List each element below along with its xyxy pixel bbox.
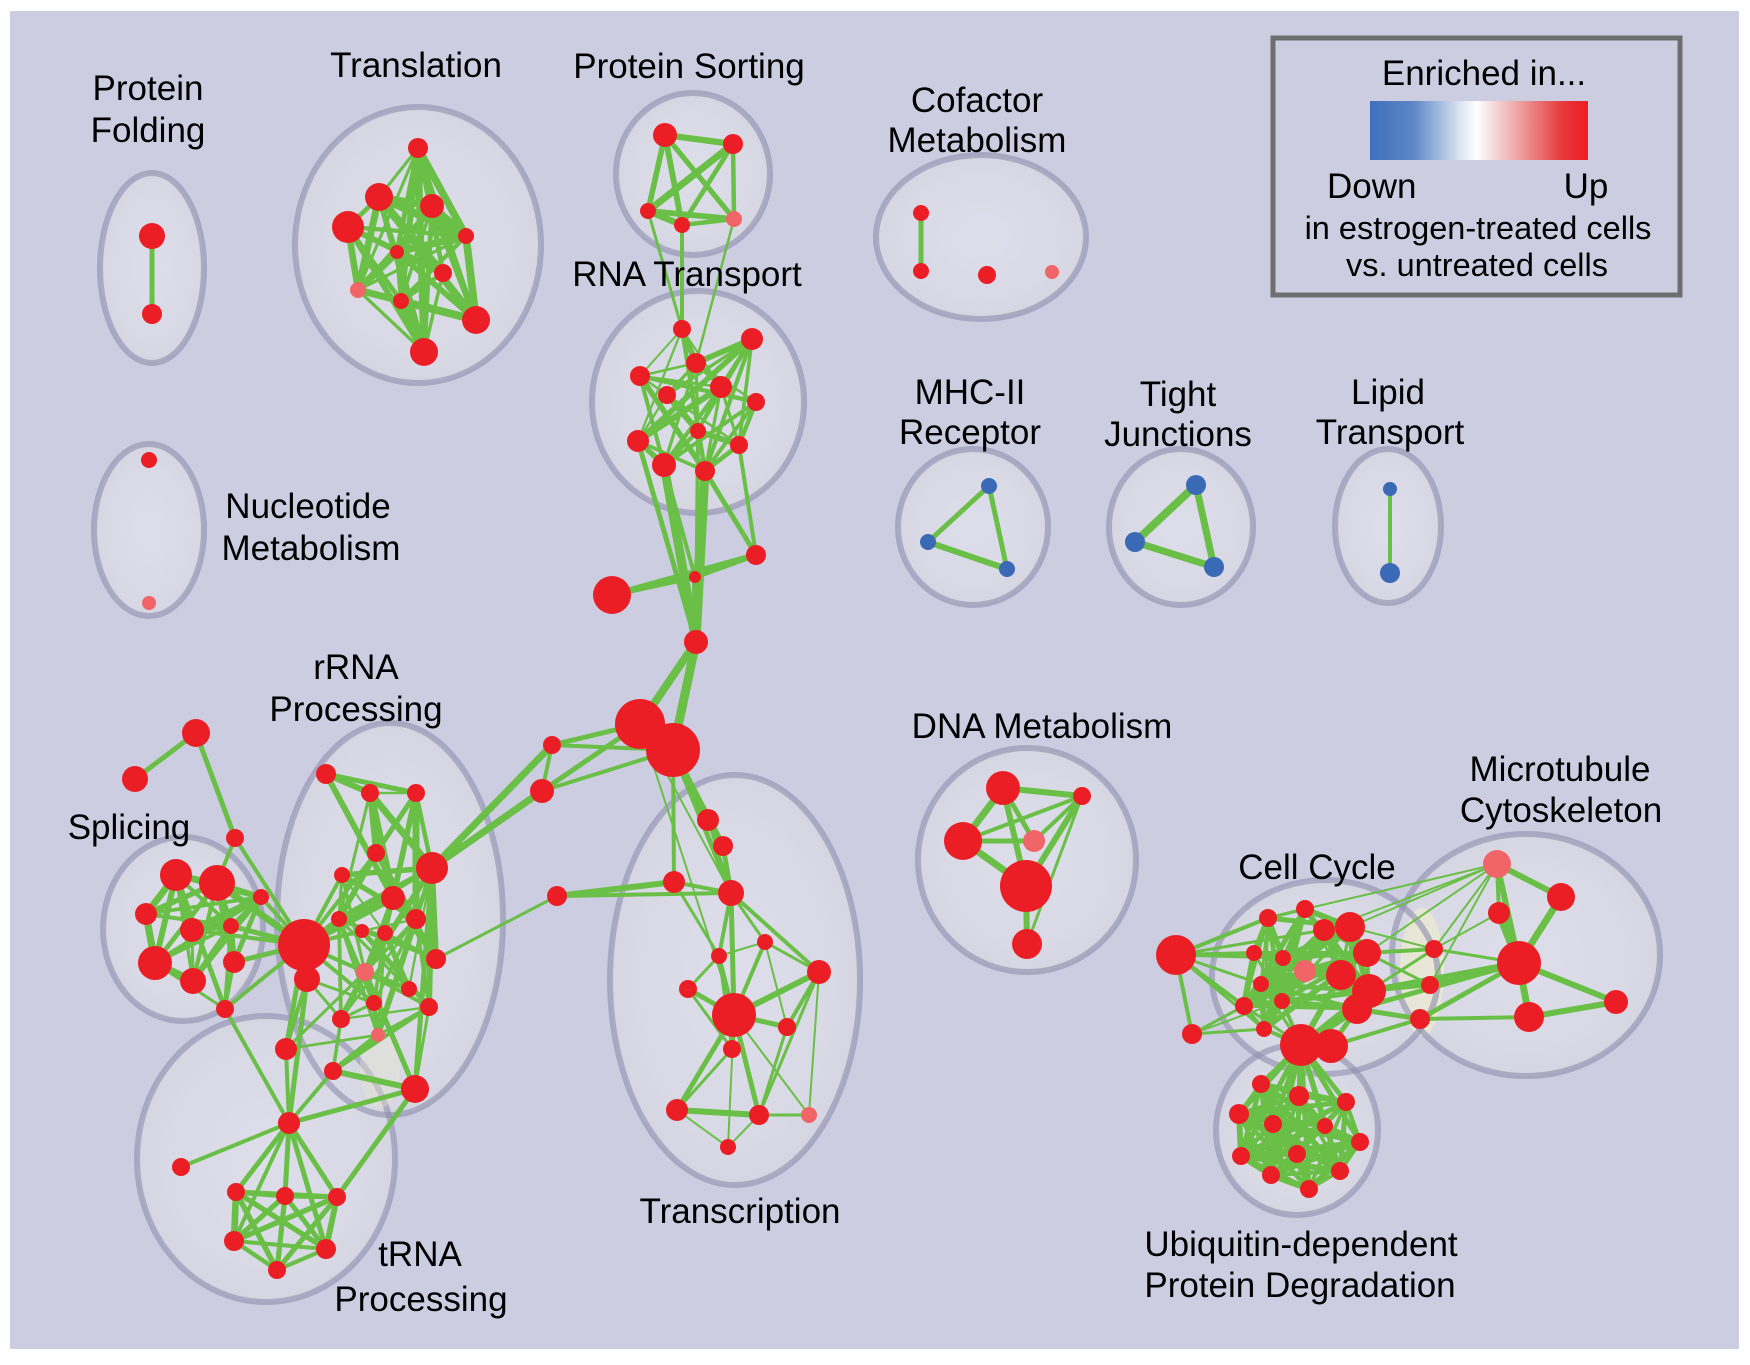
- svg-text:Cell Cycle: Cell Cycle: [1238, 848, 1396, 887]
- svg-text:Ubiquitin-dependent: Ubiquitin-dependent: [1144, 1225, 1458, 1264]
- svg-text:MHC-II: MHC-II: [915, 373, 1026, 412]
- svg-text:Metabolism: Metabolism: [888, 121, 1067, 160]
- svg-text:Receptor: Receptor: [899, 413, 1041, 452]
- svg-text:Nucleotide: Nucleotide: [225, 487, 390, 526]
- svg-text:tRNA: tRNA: [378, 1235, 462, 1274]
- svg-text:Tight: Tight: [1140, 375, 1217, 414]
- svg-text:Junctions: Junctions: [1104, 415, 1252, 454]
- svg-text:Splicing: Splicing: [68, 808, 191, 847]
- svg-text:Protein Degradation: Protein Degradation: [1144, 1266, 1455, 1305]
- svg-text:Lipid: Lipid: [1351, 373, 1425, 412]
- svg-text:rRNA: rRNA: [313, 648, 399, 687]
- svg-text:Folding: Folding: [91, 111, 206, 150]
- svg-text:Cofactor: Cofactor: [911, 81, 1044, 120]
- svg-text:vs. untreated cells: vs. untreated cells: [1346, 247, 1608, 283]
- svg-text:Processing: Processing: [269, 690, 442, 729]
- svg-text:Down: Down: [1327, 167, 1416, 206]
- svg-text:Processing: Processing: [334, 1280, 507, 1319]
- svg-text:in estrogen-treated cells: in estrogen-treated cells: [1305, 210, 1652, 246]
- svg-text:Microtubule: Microtubule: [1470, 750, 1651, 789]
- svg-text:DNA Metabolism: DNA Metabolism: [912, 707, 1173, 746]
- svg-text:Protein Sorting: Protein Sorting: [573, 47, 805, 86]
- svg-text:Cytoskeleton: Cytoskeleton: [1460, 791, 1662, 830]
- svg-text:Enriched in...: Enriched in...: [1382, 54, 1586, 93]
- svg-text:Transcription: Transcription: [640, 1192, 841, 1231]
- svg-text:Metabolism: Metabolism: [222, 529, 401, 568]
- svg-text:Up: Up: [1564, 167, 1609, 206]
- svg-text:Transport: Transport: [1316, 413, 1465, 452]
- svg-text:Protein: Protein: [93, 69, 204, 108]
- svg-text:RNA Transport: RNA Transport: [572, 255, 802, 294]
- svg-text:Translation: Translation: [330, 46, 502, 85]
